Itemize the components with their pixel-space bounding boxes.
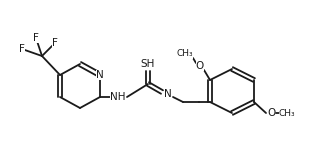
Text: F: F (33, 33, 39, 43)
Text: NH: NH (110, 92, 126, 102)
Text: F: F (52, 38, 58, 48)
Text: SH: SH (141, 59, 155, 69)
Text: O: O (267, 108, 275, 118)
Text: CH₃: CH₃ (177, 49, 193, 59)
Text: CH₃: CH₃ (279, 108, 295, 118)
Text: O: O (196, 61, 204, 71)
Text: N: N (164, 89, 172, 99)
Text: N: N (96, 70, 104, 80)
Text: F: F (19, 44, 25, 54)
